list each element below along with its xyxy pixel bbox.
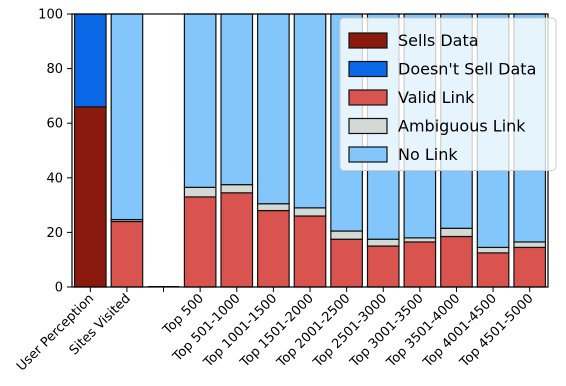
- bar-segment-top-1001-1500-valid-link: [257, 209, 290, 288]
- bar-segment-top-2001-2500-ambiguous-link: [330, 230, 363, 240]
- bar-segment-top-1501-2000-ambiguous-link: [293, 207, 327, 217]
- bar-segment-top-501-1000-ambiguous-link: [220, 184, 254, 194]
- y-tick-label: 80: [46, 62, 63, 77]
- bar-segment-top-4001-4500-ambiguous-link: [476, 246, 510, 254]
- bar-segment-sites-visited-valid-link: [110, 220, 144, 288]
- bar-segment-top-3501-4000-ambiguous-link: [440, 227, 473, 238]
- y-tick-label: 100: [38, 8, 63, 23]
- bar-segment-top-1501-2000-valid-link: [293, 215, 327, 288]
- y-tick-label: 40: [46, 171, 63, 186]
- y-tick-label: 20: [46, 226, 63, 241]
- legend-swatch-doesn-t-sell-data: [348, 60, 388, 78]
- legend-label: Sells Data: [398, 31, 479, 50]
- bar-segment-top-500-ambiguous-link: [183, 186, 217, 198]
- legend-box: [339, 17, 557, 171]
- legend-swatch-valid-link: [348, 89, 388, 106]
- bar-segment-top-4501-5000-ambiguous-link: [513, 241, 547, 249]
- legend-label: Valid Link: [398, 88, 475, 107]
- y-axis: 0 20 40 60 80 100: [38, 8, 72, 296]
- bar-segment-top-501-1000-no-link: [220, 13, 254, 186]
- bar-segment-top-4501-5000-valid-link: [513, 246, 547, 288]
- bar-segment-top-1001-1500-ambiguous-link: [257, 203, 290, 212]
- bar-segment-top-500-no-link: [183, 13, 217, 188]
- legend: Sells Data Doesn't Sell Data Valid Link Amb…: [339, 17, 557, 171]
- bar-segment-top-4001-4500-valid-link: [476, 252, 510, 288]
- bar-segment-user-perception-sells-data: [73, 106, 107, 288]
- bar-segment-top-500-valid-link: [183, 196, 217, 288]
- bar-segment-top-1501-2000-no-link: [293, 13, 327, 209]
- bar-segment-top-1001-1500-no-link: [257, 13, 290, 205]
- bar-segment-top-3001-3500-valid-link: [403, 241, 437, 288]
- legend-swatch-ambiguous-link: [348, 117, 388, 135]
- y-tick-label: 60: [46, 117, 63, 132]
- bar-segment-user-perception-doesn-t-sell-data: [73, 13, 107, 108]
- y-tick-label: 0: [55, 281, 63, 296]
- legend-label: Ambiguous Link: [398, 117, 526, 136]
- bar-segment-top-2501-3000-valid-link: [366, 245, 400, 288]
- bar-segment-top-3001-3500-ambiguous-link: [403, 237, 437, 243]
- legend-swatch-no-link: [348, 146, 388, 163]
- legend-swatch-sells-data: [348, 32, 388, 49]
- legend-label: No Link: [398, 145, 458, 164]
- bar-segment-top-2001-2500-valid-link: [330, 238, 363, 288]
- legend-label: Doesn't Sell Data: [398, 60, 536, 79]
- bar-segment-top-501-1000-valid-link: [220, 192, 254, 288]
- bar-segment-top-2501-3000-ambiguous-link: [366, 238, 400, 247]
- bar-segment-top-3501-4000-valid-link: [440, 235, 473, 288]
- bar-segment-sites-visited-no-link: [110, 13, 144, 221]
